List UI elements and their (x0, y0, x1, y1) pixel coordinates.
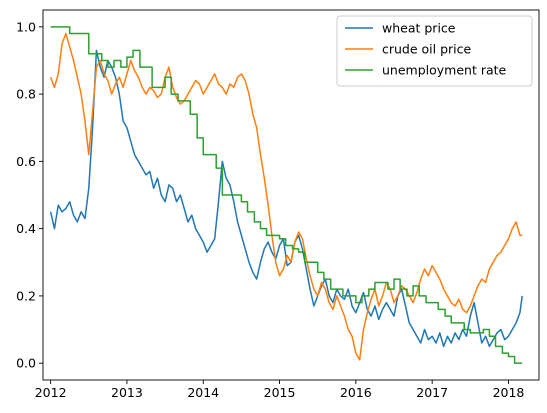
legend-label: crude oil price (382, 42, 472, 57)
plot-frame (42, 9, 540, 381)
x-tick-label: 2014 (187, 385, 219, 400)
legend: wheat price crude oil price unemployment r… (336, 15, 533, 87)
x-tick-label: 2015 (264, 385, 296, 400)
y-tick-label: 0.2 (16, 288, 36, 303)
legend-box (336, 15, 533, 87)
x-tick-label: 2013 (111, 385, 143, 400)
x-axis: 2012 2013 2014 2015 2016 2017 2018 (35, 380, 525, 400)
x-tick-label: 2012 (35, 385, 67, 400)
y-tick-label: 0.4 (16, 221, 36, 236)
x-tick-label: 2018 (493, 385, 525, 400)
series-layer (49, 26, 523, 364)
y-axis: 0.0 0.2 0.4 0.6 0.8 1.0 (16, 19, 43, 371)
series-line-unemployment-rate (50, 26, 523, 364)
y-tick-label: 0.0 (16, 356, 36, 371)
series-line-wheat-price (49, 49, 523, 348)
legend-label: wheat price (382, 21, 456, 36)
legend-label: unemployment rate (382, 63, 507, 78)
x-tick-label: 2016 (340, 385, 372, 400)
x-tick-label: 2017 (416, 385, 448, 400)
y-tick-label: 0.8 (16, 87, 36, 102)
series-line-crude-oil-price (49, 32, 523, 361)
y-tick-label: 0.6 (16, 154, 36, 169)
y-tick-label: 1.0 (16, 19, 36, 34)
